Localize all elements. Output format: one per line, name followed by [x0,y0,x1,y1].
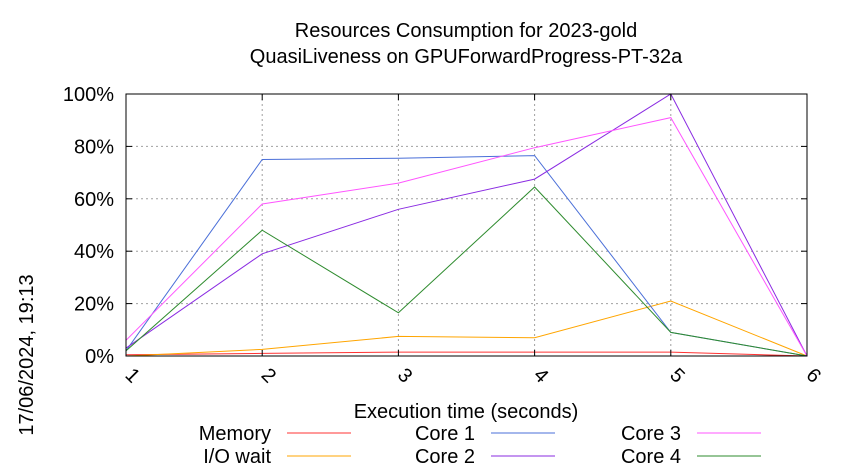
x-tick-label: 2 [257,364,280,387]
series-line-core-4 [125,186,808,357]
y-ticks: 0% 20% 40% 60% 80% 100% [63,84,807,368]
x-tick-label: 1 [121,364,144,387]
y-tick-label: 0% [85,346,114,368]
x-tick-label: 5 [665,364,688,387]
y-tick-label: 20% [74,294,114,316]
y-tick-label: 100% [63,84,114,106]
series-line-core-3 [125,117,808,357]
legend-label-core-3: Core 3 [621,423,681,445]
legend-label-i-o-wait: I/O wait [203,446,271,468]
legend-label-core-4: Core 4 [621,446,681,468]
series-line-i-o-wait [125,300,808,357]
y-tick-label: 80% [74,136,114,158]
series-line-core-1 [125,155,808,357]
chart-title-line2: QuasiLiveness on GPUForwardProgress-PT-3… [250,46,683,68]
y-tick-label: 60% [74,189,114,211]
timestamp-label: 17/06/2024, 19:13 [16,274,38,435]
x-tick-label: 6 [802,364,825,387]
series-line-core-2 [125,93,808,357]
chart-title-line1: Resources Consumption for 2023-gold [295,20,637,42]
plot-frame [125,93,808,357]
grid [125,93,808,357]
x-axis-label: Execution time (seconds) [354,401,579,423]
x-tick-label: 3 [393,364,416,387]
legend-label-core-1: Core 1 [415,423,475,445]
series-line-memory [125,351,808,357]
x-tick-label: 4 [529,364,552,387]
legend-label-core-2: Core 2 [415,446,475,468]
y-tick-label: 40% [74,241,114,263]
series-lines [125,93,808,357]
legend-label-memory: Memory [199,423,271,445]
